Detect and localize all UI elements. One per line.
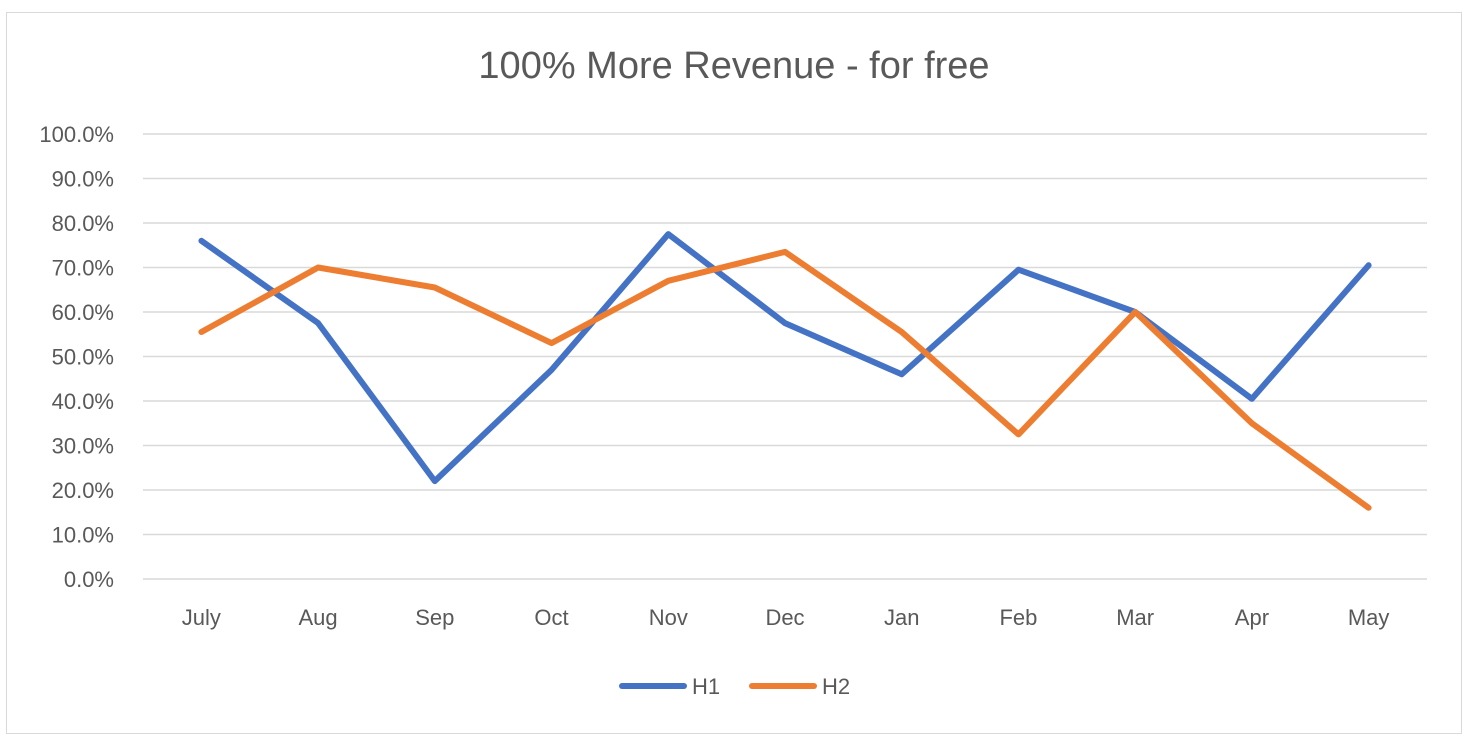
x-tick-label: Feb [999,605,1037,630]
y-axis-ticks: 0.0% 10.0% 20.0% 30.0% 40.0% 50.0% 60.0% 70.0% 8… [39,122,114,592]
legend-label-h2: H2 [822,674,850,699]
x-tick-label: July [182,605,221,630]
y-tick-label: 40.0% [52,389,114,414]
y-tick-label: 70.0% [52,256,114,281]
y-tick-label: 90.0% [52,167,114,192]
x-tick-label: Aug [299,605,338,630]
x-axis-ticks: July Aug Sep Oct Nov Dec Jan Feb Mar Apr May [182,605,1390,630]
x-tick-label: Jan [884,605,919,630]
series-line-h2 [198,248,1372,511]
y-tick-label: 50.0% [52,345,114,370]
x-tick-label: Nov [649,605,688,630]
x-tick-label: Dec [765,605,804,630]
x-tick-label: Oct [534,605,568,630]
y-tick-label: 10.0% [52,523,114,548]
x-tick-label: Apr [1235,605,1269,630]
series-line-h1 [198,231,1372,485]
y-tick-label: 0.0% [64,567,114,592]
x-tick-label: Sep [415,605,454,630]
chart-title: 100% More Revenue - for free [478,45,989,87]
y-tick-label: 30.0% [52,434,114,459]
legend: H1 H2 [619,674,850,699]
y-tick-label: 60.0% [52,300,114,325]
y-tick-label: 20.0% [52,478,114,503]
grid-lines [143,133,1427,580]
x-tick-label: Mar [1116,605,1154,630]
legend-label-h1: H1 [692,674,720,699]
y-tick-label: 100.0% [39,122,114,147]
x-tick-label: May [1348,605,1390,630]
y-tick-label: 80.0% [52,211,114,236]
series-lines [198,231,1372,511]
